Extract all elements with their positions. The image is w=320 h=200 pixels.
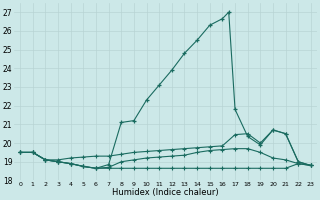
X-axis label: Humidex (Indice chaleur): Humidex (Indice chaleur) — [112, 188, 219, 197]
